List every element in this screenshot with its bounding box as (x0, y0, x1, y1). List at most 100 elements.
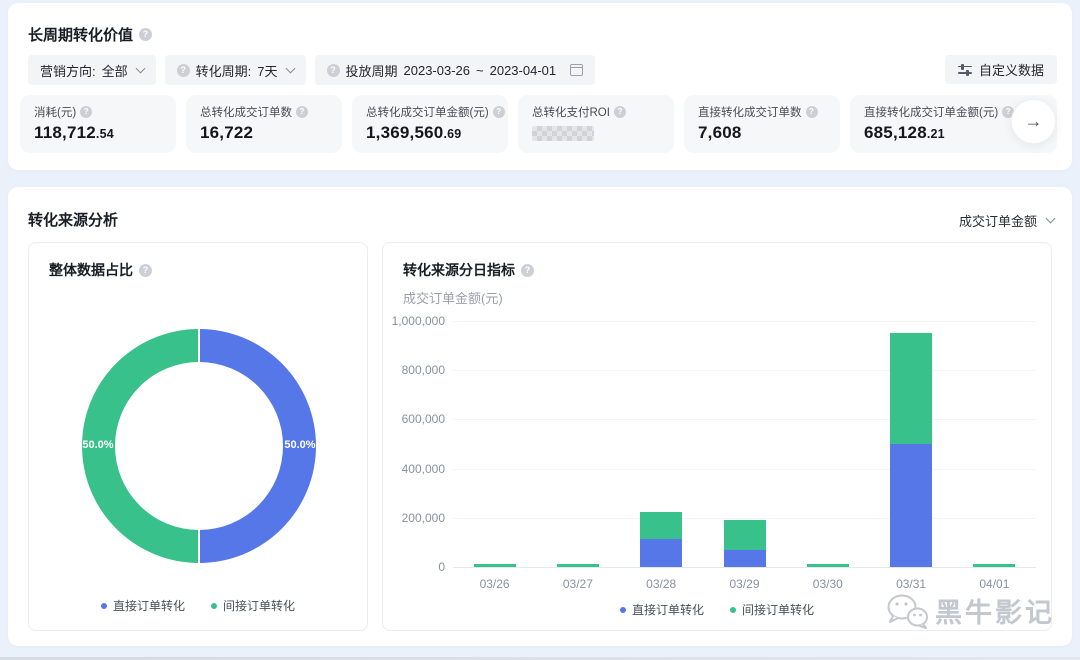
stat-card-roi: 总转化支付ROI ? (518, 95, 674, 153)
donut-chart: 50.0% 50.0% (82, 329, 316, 563)
bar-indirect-03/28[interactable] (640, 512, 682, 539)
bar-direct-03/28[interactable] (640, 539, 682, 567)
help-icon[interactable]: ? (521, 264, 534, 277)
bar-indirect-03/27[interactable] (557, 564, 599, 567)
x-axis-tick: 03/31 (869, 577, 953, 591)
filter-row: 营销方向: 全部 ? 转化周期: 7天 ? 投放周期 2023-03-26 ~ … (28, 55, 595, 85)
bar-indirect-03/30[interactable] (807, 564, 849, 567)
help-icon: ? (177, 64, 190, 77)
stat-label: 直接转化成交订单数 (698, 104, 802, 120)
x-axis-tick: 04/01 (952, 577, 1036, 591)
help-icon[interactable]: ? (80, 106, 92, 118)
help-icon[interactable]: ? (493, 106, 505, 118)
custom-data-button[interactable]: 自定义数据 (945, 55, 1057, 84)
donut-label-indirect: 50.0% (70, 439, 126, 451)
marketing-direction-filter[interactable]: 营销方向: 全部 (28, 55, 156, 85)
donut-hole (115, 362, 283, 530)
custom-data-label: 自定义数据 (979, 60, 1044, 79)
date-range-start[interactable]: 2023-03-26 (404, 63, 471, 78)
legend-item-direct[interactable]: 直接订单转化 (101, 597, 185, 614)
bar-card-title: 转化来源分日指标 (403, 260, 515, 280)
stat-card-cost: 消耗(元) ? 118,712.54 (20, 95, 176, 153)
masked-value (532, 126, 594, 141)
arrow-right-icon: → (1025, 111, 1043, 132)
gridline (453, 518, 1036, 519)
stat-value: 118,712.54 (34, 123, 164, 143)
gridline (453, 419, 1036, 420)
marketing-direction-label: 营销方向: (40, 61, 96, 80)
x-axis-tick: 03/30 (786, 577, 870, 591)
conversion-cycle-label: 转化周期: (196, 61, 252, 80)
legend-dot (730, 607, 736, 613)
stat-card-direct-orders: 直接转化成交订单数 ? 7,608 (684, 95, 840, 153)
x-axis-tick: 03/27 (536, 577, 620, 591)
donut-legend: 直接订单转化 间接订单转化 (29, 597, 367, 614)
date-range-end[interactable]: 2023-04-01 (490, 63, 557, 78)
x-axis-tick: 03/29 (703, 577, 787, 591)
marketing-direction-value: 全部 (102, 61, 128, 80)
stat-label: 总转化成交订单金额(元) (366, 104, 489, 120)
chevron-down-icon (1046, 214, 1056, 224)
y-axis-tick: 600,000 (383, 412, 445, 426)
legend-dot (620, 607, 626, 613)
scroll-right-button[interactable]: → (1011, 99, 1056, 144)
legend-item-indirect[interactable]: 间接订单转化 (211, 597, 295, 614)
y-axis-tick: 0 (383, 560, 445, 574)
help-icon[interactable]: ? (296, 106, 308, 118)
watermark-text: 黑牛影记 (935, 591, 1055, 630)
bar-indirect-03/31[interactable] (890, 333, 932, 444)
stat-card-total-order-amount: 总转化成交订单金额(元) ? 1,369,560.69 (352, 95, 508, 153)
overall-share-card: 整体数据占比 ? 50.0% 50.0% 直接订单转化 间接订单转化 (28, 242, 368, 631)
panel1-title-row: 长周期转化价值 ? (28, 24, 152, 45)
bar-indirect-03/26[interactable] (474, 564, 516, 567)
gridline (453, 469, 1036, 470)
metric-dropdown-value: 成交订单金额 (959, 211, 1037, 230)
delivery-period-filter[interactable]: ? 投放周期 2023-03-26 ~ 2023-04-01 (315, 55, 596, 85)
stat-label: 消耗(元) (34, 104, 76, 120)
stat-label: 总转化支付ROI (532, 104, 610, 120)
stat-label: 总转化成交订单数 (200, 104, 292, 120)
page-title: 长周期转化价值 (28, 24, 133, 45)
y-axis-tick: 1,000,000 (383, 314, 445, 328)
metric-dropdown[interactable]: 成交订单金额 (959, 211, 1054, 230)
legend-dot (101, 603, 107, 609)
stat-value: 1,369,560.69 (366, 123, 496, 143)
bar-plot (453, 321, 1036, 567)
date-range-separator: ~ (476, 63, 484, 78)
sliders-icon (958, 65, 972, 75)
bar-direct-03/31[interactable] (890, 444, 932, 567)
bar-chart-y-axis-title: 成交订单金额(元) (403, 288, 503, 307)
conversion-cycle-filter[interactable]: ? 转化周期: 7天 (165, 55, 306, 85)
section-title: 转化来源分析 (28, 209, 118, 230)
help-icon[interactable]: ? (614, 106, 626, 118)
y-axis-tick: 400,000 (383, 462, 445, 476)
bar-indirect-03/29[interactable] (724, 520, 766, 550)
stat-value: 7,608 (698, 123, 828, 143)
watermark: 黑牛影记 (885, 591, 1055, 630)
help-icon[interactable]: ? (139, 28, 152, 41)
y-axis-tick: 800,000 (383, 363, 445, 377)
x-axis-tick: 03/28 (619, 577, 703, 591)
help-icon: ? (327, 64, 340, 77)
gridline (453, 321, 1036, 322)
gridline (453, 567, 1036, 568)
conversion-cycle-value: 7天 (257, 61, 277, 80)
stats-cards-row: 消耗(元) ? 118,712.54 总转化成交订单数 ? 16,722 总转化… (20, 95, 1057, 153)
long-cycle-value-panel: 长周期转化价值 ? 营销方向: 全部 ? 转化周期: 7天 ? 投放周期 202… (8, 3, 1072, 170)
y-axis-tick: 200,000 (383, 511, 445, 525)
donut-label-direct: 50.0% (272, 439, 328, 451)
chevron-down-icon (135, 63, 145, 73)
wechat-icon (885, 593, 929, 629)
bar-indirect-04/01[interactable] (973, 564, 1015, 567)
delivery-period-label: 投放周期 (346, 61, 398, 80)
x-axis-tick: 03/26 (453, 577, 537, 591)
calendar-icon (570, 64, 583, 76)
daily-metrics-card: 转化来源分日指标 ? 成交订单金额(元) 直接订单转化 间接订单转化 (382, 242, 1052, 631)
help-icon[interactable]: ? (139, 264, 152, 277)
bar-direct-03/29[interactable] (724, 550, 766, 567)
legend-item-indirect[interactable]: 间接订单转化 (730, 601, 814, 618)
legend-item-direct[interactable]: 直接订单转化 (620, 601, 704, 618)
conversion-source-panel: 转化来源分析 成交订单金额 整体数据占比 ? 50.0% 50.0% 直接订单转… (8, 187, 1072, 646)
help-icon[interactable]: ? (806, 106, 818, 118)
legend-dot (211, 603, 217, 609)
